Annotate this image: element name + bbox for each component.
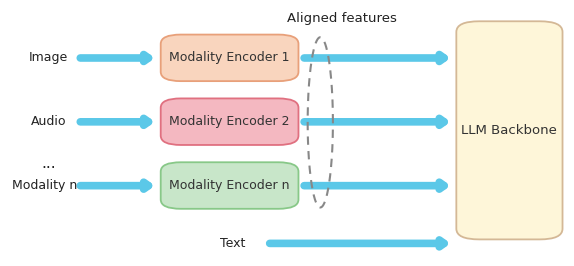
Text: Image: Image <box>29 52 68 64</box>
FancyBboxPatch shape <box>456 21 563 239</box>
Text: Modality Encoder 1: Modality Encoder 1 <box>169 51 290 64</box>
FancyBboxPatch shape <box>161 162 298 209</box>
Text: ...: ... <box>41 156 56 171</box>
Text: Aligned features: Aligned features <box>286 12 397 25</box>
FancyBboxPatch shape <box>161 98 298 145</box>
Text: Text: Text <box>220 237 245 250</box>
Text: Modality n: Modality n <box>12 179 77 192</box>
FancyBboxPatch shape <box>161 35 298 81</box>
Text: Modality Encoder 2: Modality Encoder 2 <box>169 115 290 128</box>
Text: Audio: Audio <box>31 115 67 128</box>
Text: Modality Encoder n: Modality Encoder n <box>169 179 290 192</box>
Text: LLM Backbone: LLM Backbone <box>461 124 557 137</box>
